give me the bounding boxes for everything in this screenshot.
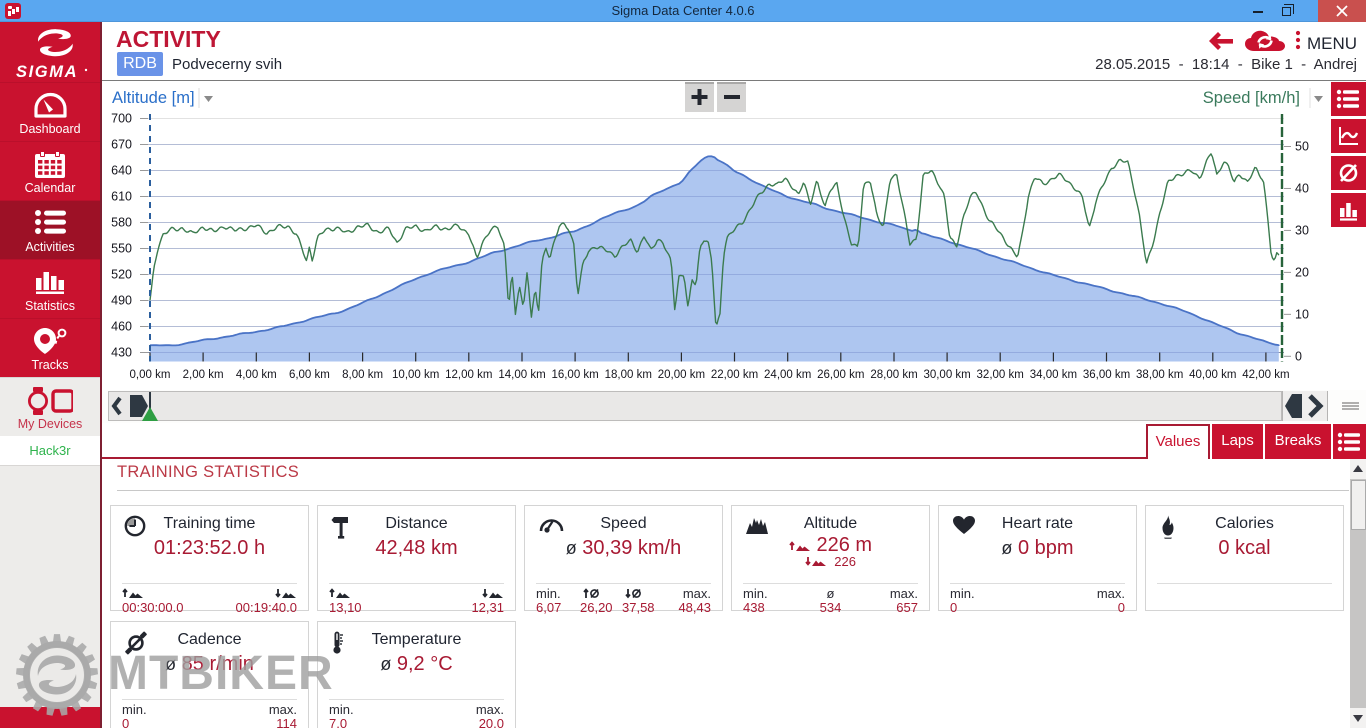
svg-text:0: 0 bbox=[1295, 350, 1302, 364]
svg-text:520: 520 bbox=[111, 268, 132, 282]
svg-text:22,00 km: 22,00 km bbox=[711, 369, 758, 381]
svg-text:550: 550 bbox=[111, 242, 132, 256]
svg-text:8,00 km: 8,00 km bbox=[342, 369, 383, 381]
svg-text:10: 10 bbox=[1295, 308, 1309, 322]
svg-text:490: 490 bbox=[111, 294, 132, 308]
svg-text:430: 430 bbox=[111, 346, 132, 360]
svg-text:38,00 km: 38,00 km bbox=[1136, 369, 1183, 381]
svg-text:2,00 km: 2,00 km bbox=[183, 369, 224, 381]
svg-text:4,00 km: 4,00 km bbox=[236, 369, 277, 381]
svg-text:24,00 km: 24,00 km bbox=[764, 369, 811, 381]
svg-text:20,00 km: 20,00 km bbox=[658, 369, 705, 381]
svg-text:670: 670 bbox=[111, 138, 132, 152]
svg-text:700: 700 bbox=[111, 112, 132, 126]
svg-text:610: 610 bbox=[111, 190, 132, 204]
svg-text:20: 20 bbox=[1295, 266, 1309, 280]
svg-text:12,00 km: 12,00 km bbox=[445, 369, 492, 381]
svg-text:Speed [km/h]: Speed [km/h] bbox=[1203, 89, 1300, 107]
svg-text:Altitude [m]: Altitude [m] bbox=[112, 89, 195, 107]
svg-text:28,00 km: 28,00 km bbox=[870, 369, 917, 381]
svg-text:26,00 km: 26,00 km bbox=[817, 369, 864, 381]
svg-text:50: 50 bbox=[1295, 140, 1309, 154]
svg-text:32,00 km: 32,00 km bbox=[977, 369, 1024, 381]
svg-text:10,00 km: 10,00 km bbox=[392, 369, 439, 381]
svg-text:14,00 km: 14,00 km bbox=[498, 369, 545, 381]
svg-text:40: 40 bbox=[1295, 182, 1309, 196]
svg-text:34,00 km: 34,00 km bbox=[1030, 369, 1077, 381]
svg-text:SIGMA: SIGMA bbox=[16, 63, 78, 81]
svg-text:640: 640 bbox=[111, 164, 132, 178]
svg-text:16,00 km: 16,00 km bbox=[551, 369, 598, 381]
svg-text:0,00 km: 0,00 km bbox=[130, 369, 171, 381]
svg-text:30,00 km: 30,00 km bbox=[923, 369, 970, 381]
svg-text:580: 580 bbox=[111, 216, 132, 230]
svg-text:460: 460 bbox=[111, 320, 132, 334]
svg-text:42,00 km: 42,00 km bbox=[1242, 369, 1289, 381]
svg-text:40,00 km: 40,00 km bbox=[1189, 369, 1236, 381]
svg-text:18,00 km: 18,00 km bbox=[605, 369, 652, 381]
svg-text:30: 30 bbox=[1295, 224, 1309, 238]
svg-text:6,00 km: 6,00 km bbox=[289, 369, 330, 381]
svg-text:36,00 km: 36,00 km bbox=[1083, 369, 1130, 381]
